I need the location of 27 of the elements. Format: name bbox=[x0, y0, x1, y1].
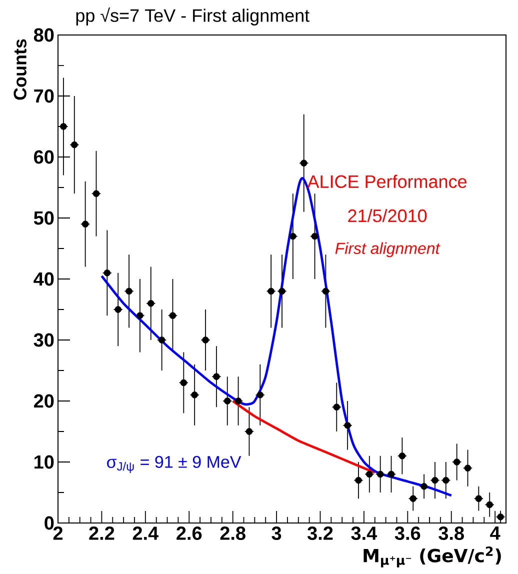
x-axis-title: M$_{μ⁺μ⁻}$ (GeV/c$^{2}$) bbox=[364, 546, 501, 568]
annotation: 21/5/2010 bbox=[348, 208, 427, 222]
y-tick-label: 50 bbox=[34, 211, 54, 225]
y-tick-label: 80 bbox=[34, 28, 54, 42]
chart-title: pp √s=7 TeV - First alignment bbox=[76, 8, 310, 26]
y-axis-title: Counts bbox=[14, 39, 26, 100]
y-tick-label: 10 bbox=[34, 455, 54, 469]
x-tick-label: 2.6 bbox=[176, 526, 202, 540]
annotation: ALICE Performance bbox=[307, 174, 466, 188]
y-tick-label: 70 bbox=[34, 89, 54, 103]
annotation: σ$_{J/ψ}$ = 91 ± 9 MeV bbox=[107, 456, 242, 473]
x-tick-label: 2.2 bbox=[89, 526, 114, 540]
x-tick-label: 3.4 bbox=[351, 526, 378, 540]
y-tick-label: 0 bbox=[44, 516, 54, 530]
x-tick-label: 4 bbox=[490, 526, 500, 540]
x-tick-label: 3.8 bbox=[438, 526, 464, 540]
y-tick-label: 40 bbox=[34, 272, 54, 286]
y-tick-label: 20 bbox=[34, 394, 54, 408]
annotation: First alignment bbox=[335, 242, 440, 258]
x-tick-label: 3.6 bbox=[394, 526, 420, 540]
x-tick-label: 2.8 bbox=[220, 526, 246, 540]
x-tick-label: 3.2 bbox=[307, 526, 333, 540]
x-tick-label: 3 bbox=[272, 526, 282, 540]
y-tick-label: 30 bbox=[34, 333, 54, 347]
x-tick-label: 2.4 bbox=[132, 526, 159, 540]
y-tick-label: 60 bbox=[34, 150, 54, 164]
x-tick-label: 2 bbox=[53, 526, 63, 540]
